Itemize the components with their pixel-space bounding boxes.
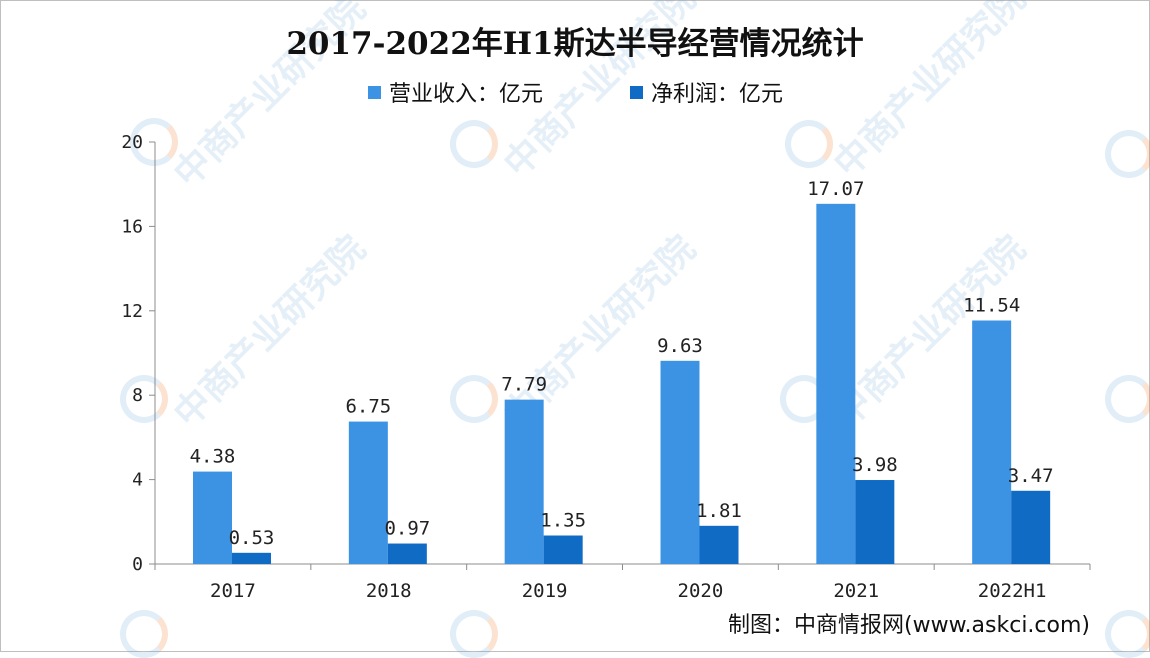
bar-net-profit [232,552,271,564]
x-tick-label: 2019 [522,580,568,602]
legend-label-net-profit: 净利润：亿元 [651,82,784,107]
x-tick-label: 2018 [366,580,412,602]
legend-swatch-revenue [368,85,381,99]
bar-revenue [504,399,544,564]
y-tick-label: 16 [121,216,143,237]
bar-net-profit [387,543,427,564]
y-tick-label: 4 [132,470,143,491]
bar-revenue [816,203,856,564]
data-label: 11.54 [963,295,1020,317]
data-label: 0.53 [229,527,275,549]
data-label: 9.63 [657,335,703,357]
bar-revenue [972,320,1012,564]
legend-item-revenue: 营业收入：亿元 [368,76,543,108]
data-label: 4.38 [190,446,236,468]
x-tick-label: 2021 [833,580,879,602]
bar-revenue [193,471,232,564]
bar-revenue [660,360,700,564]
data-label: 17.07 [807,178,864,200]
bar-net-profit [699,525,739,564]
data-label: 1.81 [696,500,742,522]
source-note: 制图：中商情报网(www.askci.com) [728,613,1090,638]
data-label: 6.75 [345,396,391,418]
y-tick-label: 0 [132,554,143,575]
x-tick-label: 2017 [210,580,256,602]
legend-item-net-profit: 净利润：亿元 [630,76,783,108]
bar-net-profit [855,480,895,564]
x-tick-label: 2022H1 [978,580,1047,602]
data-label: 3.98 [852,454,898,476]
chart-title: 2017-2022年H1斯达半导经营情况统计 [286,26,864,62]
bar-revenue [348,421,388,564]
data-label: 1.35 [540,510,586,532]
data-label: 0.97 [384,518,430,540]
legend: 营业收入：亿元 净利润：亿元 [0,76,1150,112]
y-tick-label: 12 [121,301,143,322]
data-label: 3.47 [1008,465,1054,487]
x-tick-label: 2020 [678,580,724,602]
legend-swatch-net-profit [630,85,643,99]
y-tick-label: 20 [121,132,143,153]
y-tick-label: 8 [132,385,143,406]
bar-net-profit [1011,490,1051,564]
bar-net-profit [543,535,583,564]
legend-label-revenue: 营业收入：亿元 [389,82,544,107]
data-label: 7.79 [501,374,547,396]
